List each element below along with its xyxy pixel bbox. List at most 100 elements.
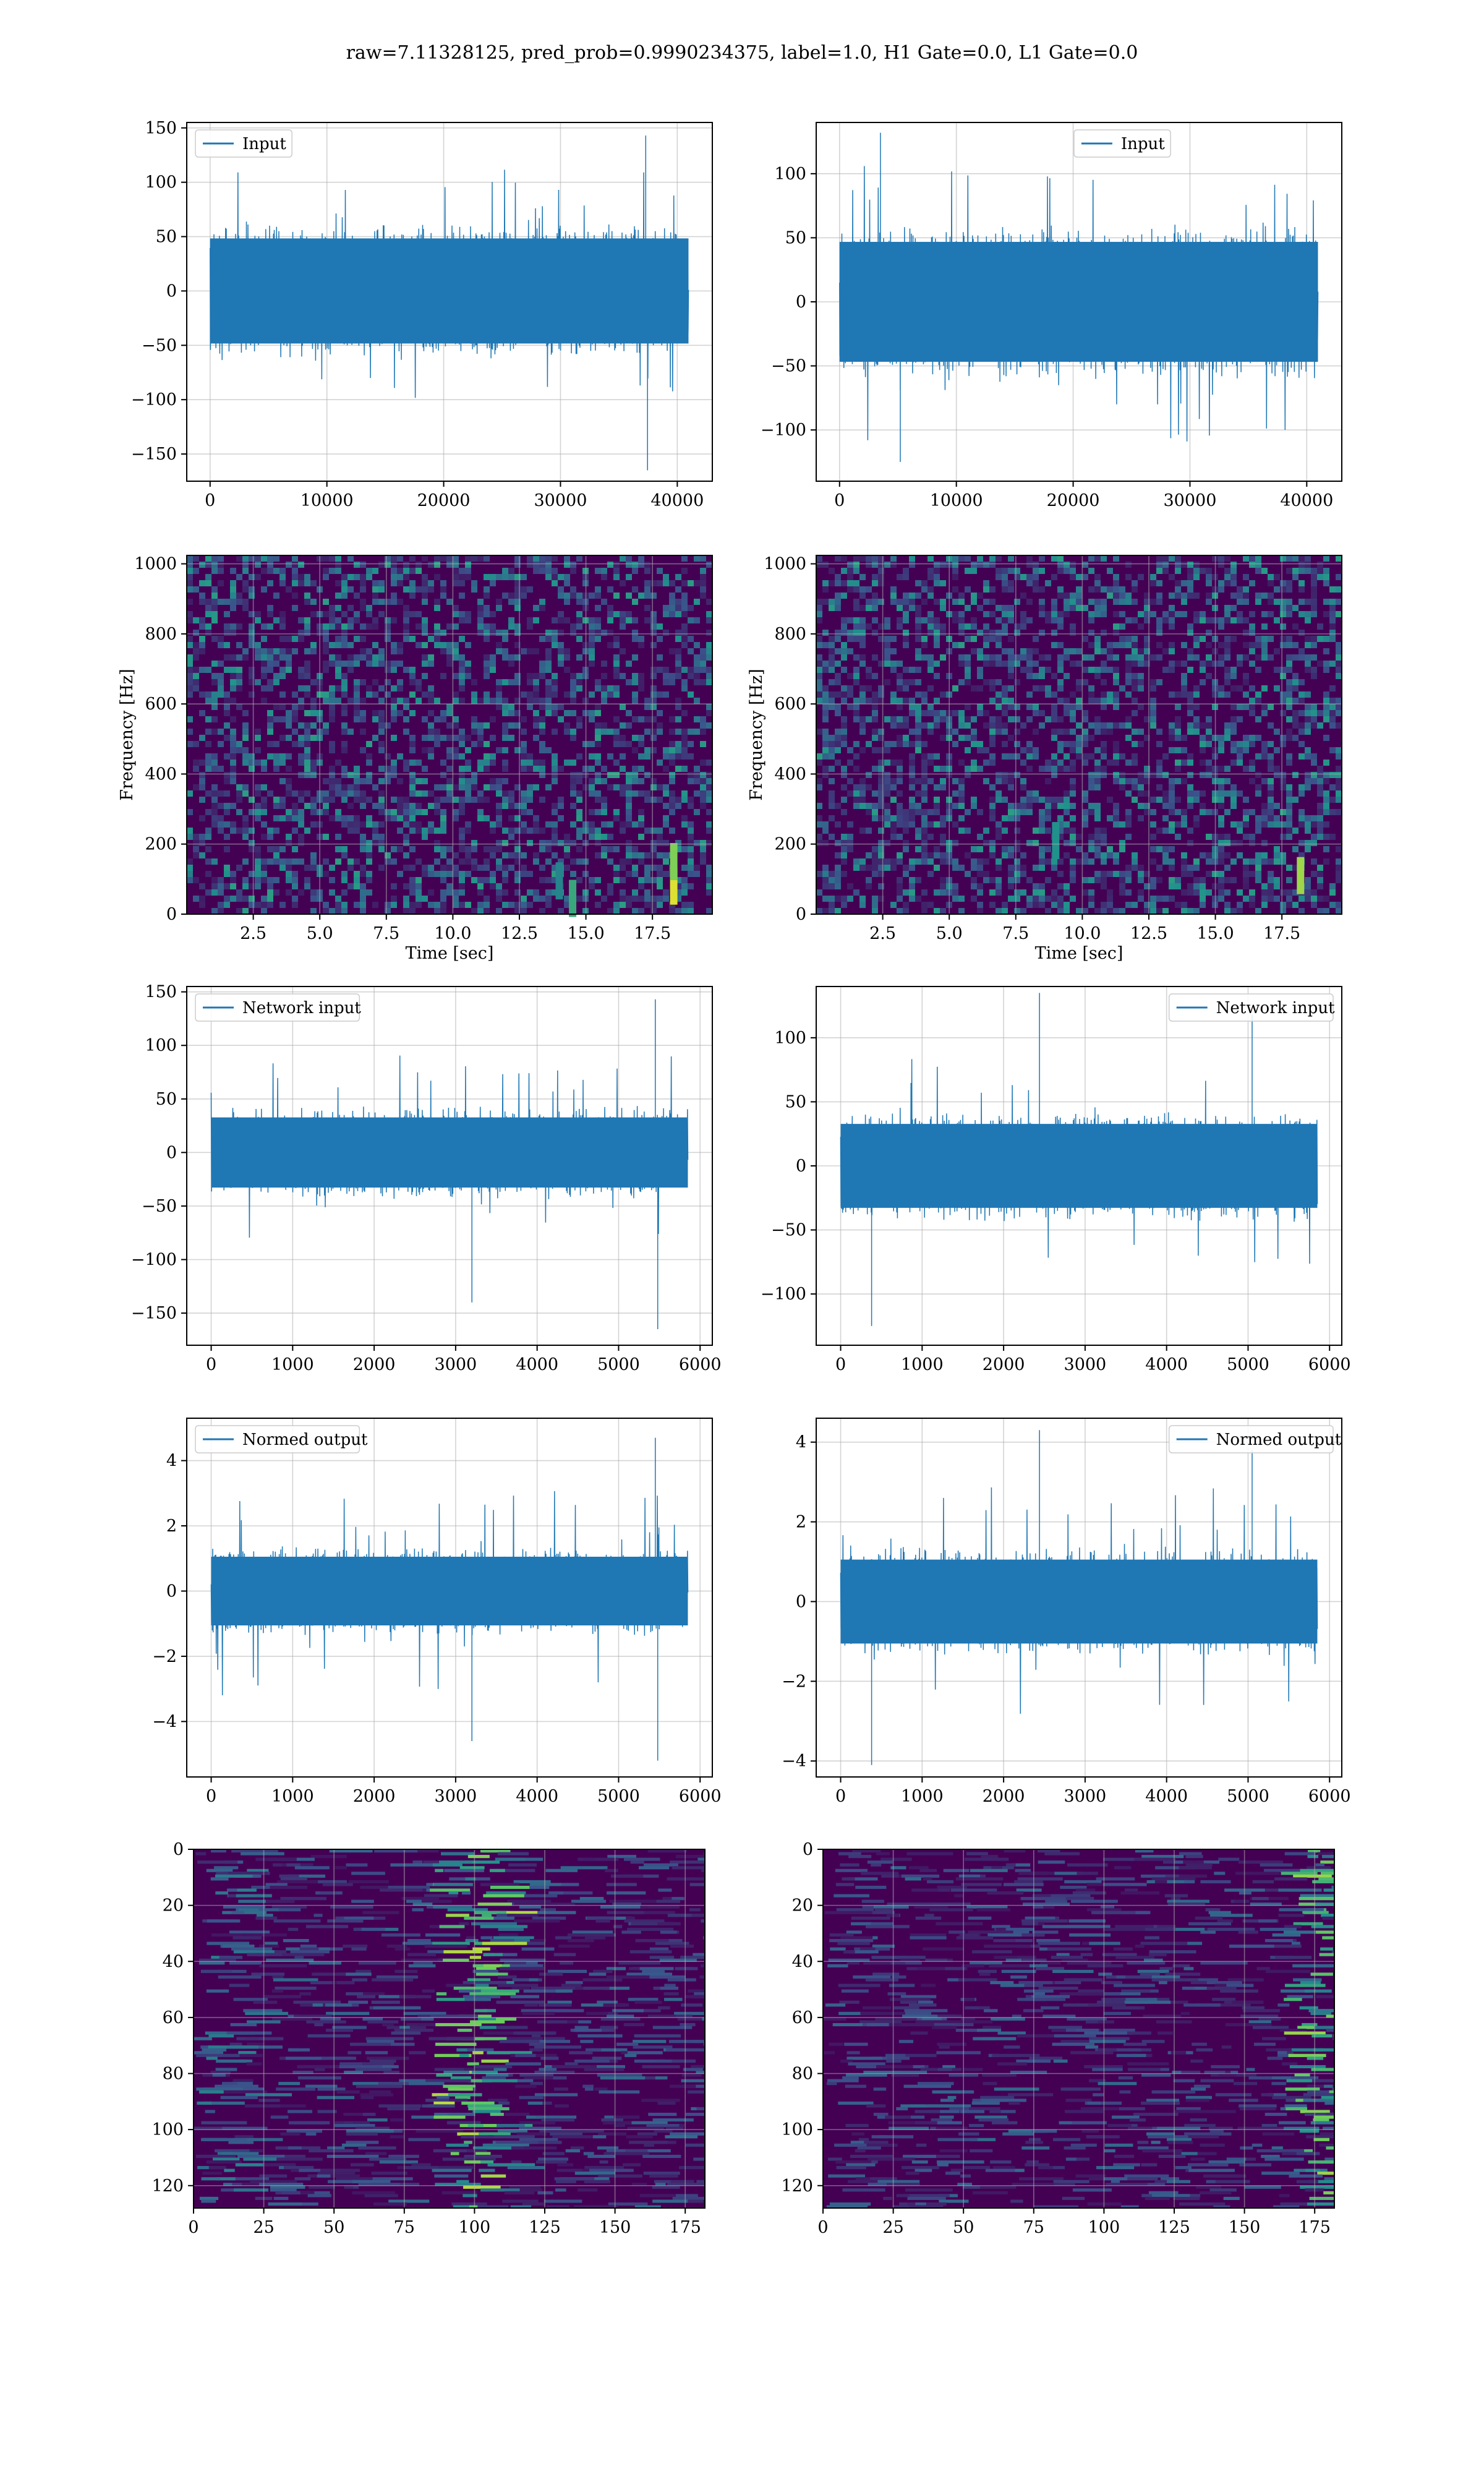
y-tick-label: 2 — [796, 1513, 806, 1532]
x-tick-label: 150 — [1229, 2218, 1261, 2237]
y-tick-label: 100 — [151, 2120, 184, 2139]
plot-frame — [186, 986, 713, 1346]
x-tick-label: 10.0 — [1064, 924, 1101, 943]
x-tick-label: 17.5 — [1263, 924, 1300, 943]
legend-box — [195, 1425, 360, 1453]
y-tick-label: −2 — [152, 1647, 177, 1666]
y-tick-label: 60 — [163, 2008, 184, 2027]
y-tick-label: 120 — [151, 2177, 184, 2196]
y-tick-label: 100 — [781, 2120, 813, 2139]
x-tick-label: 0 — [206, 1787, 216, 1806]
heatmap-cells — [194, 1849, 705, 2209]
y-tick-label: −100 — [761, 421, 806, 440]
x-axis-label: Time [sec] — [406, 944, 494, 963]
chart-row2-right: 2.5 5.0 7.5 10.0 12.5 15.0 17.5 0 200 400 600 800 10… — [747, 555, 1342, 963]
y-tick-label: 2 — [166, 1517, 177, 1536]
y-tick-label: −150 — [131, 445, 177, 464]
x-tick-label: 10000 — [301, 491, 354, 510]
y-tick-label: 50 — [156, 228, 177, 247]
x-tick-label: 3000 — [435, 1787, 477, 1806]
plot-frame — [186, 555, 713, 915]
chart-row3-right: 0 1000 2000 3000 4000 5000 6000 −100 −50 0 50 100 Ne… — [761, 986, 1351, 1374]
x-tick-label: 1000 — [901, 1355, 944, 1374]
plot-frame — [186, 1418, 713, 1778]
legend-entry: Normed output — [242, 1431, 368, 1449]
x-tick-label: 125 — [529, 2218, 561, 2237]
plot-frame — [816, 1418, 1342, 1778]
x-tick-label: 150 — [599, 2218, 631, 2237]
y-tick-label: 20 — [792, 1896, 813, 1915]
y-tick-label: −50 — [142, 1197, 177, 1216]
x-tick-label: 6000 — [679, 1355, 722, 1374]
legend-box — [195, 129, 292, 158]
y-tick-label: 1000 — [764, 555, 806, 574]
x-tick-label: 15.0 — [1197, 924, 1234, 943]
series-core-band — [839, 242, 1318, 362]
plot-frame — [186, 122, 713, 482]
x-tick-label: 40000 — [650, 491, 704, 510]
y-tick-label: 600 — [774, 695, 806, 714]
y-tick-label: 0 — [166, 1143, 177, 1162]
x-tick-label: 0 — [834, 491, 845, 510]
x-tick-label: 7.5 — [373, 924, 399, 943]
y-axis-label: Frequency [Hz] — [747, 669, 766, 800]
y-tick-label: 200 — [774, 835, 806, 854]
x-tick-label: 175 — [669, 2218, 701, 2237]
x-tick-label: 75 — [1023, 2218, 1044, 2237]
x-tick-label: 30000 — [534, 491, 587, 510]
series-core-band — [211, 1117, 688, 1188]
x-tick-label: 6000 — [1308, 1787, 1351, 1806]
y-tick-label: 800 — [774, 625, 806, 644]
y-tick-label: 200 — [145, 835, 177, 854]
x-tick-label: 2000 — [353, 1355, 396, 1374]
y-tick-label: 0 — [796, 1592, 806, 1611]
chart-row3-left: 0 1000 2000 3000 4000 5000 6000 −150 −100 −50 0 50 1… — [131, 983, 722, 1374]
x-tick-label: 5.0 — [307, 924, 333, 943]
x-tick-label: 1000 — [271, 1787, 314, 1806]
x-tick-label: 3000 — [1064, 1787, 1107, 1806]
x-tick-label: 4000 — [516, 1355, 558, 1374]
x-tick-label: 100 — [1088, 2218, 1120, 2237]
chart-row5-right: 0 25 50 75 100 125 150 175 0 20 40 60 80 100 120 — [781, 1840, 1335, 2237]
x-tick-label: 4000 — [1145, 1787, 1188, 1806]
plot-frame — [822, 1849, 1335, 2209]
plot-frame — [816, 555, 1342, 915]
x-tick-label: 5000 — [1227, 1787, 1269, 1806]
heatmap-hotspot — [555, 862, 563, 900]
legend-box — [195, 993, 360, 1022]
x-tick-label: 2000 — [983, 1355, 1025, 1374]
y-tick-label: −4 — [152, 1712, 177, 1731]
x-tick-label: 17.5 — [634, 924, 671, 943]
y-tick-label: −50 — [771, 357, 806, 376]
plot-frame — [816, 122, 1342, 482]
series-core-band — [211, 1556, 688, 1625]
x-tick-label: 15.0 — [568, 924, 605, 943]
x-tick-label: 1000 — [271, 1355, 314, 1374]
legend-box — [1073, 129, 1171, 158]
y-tick-label: 50 — [785, 1092, 806, 1111]
chart-row5-left: 0 25 50 75 100 125 150 175 0 20 40 60 80 100 120 — [151, 1840, 706, 2237]
x-tick-label: 175 — [1298, 2218, 1331, 2237]
x-tick-label: 1000 — [901, 1787, 944, 1806]
y-tick-label: 150 — [145, 983, 177, 1002]
x-tick-label: 12.5 — [1130, 924, 1167, 943]
x-tick-label: 10000 — [930, 491, 983, 510]
x-tick-label: 50 — [953, 2218, 974, 2237]
y-tick-label: 0 — [803, 1840, 813, 1859]
x-tick-label: 4000 — [516, 1787, 558, 1806]
legend-entry: Input — [1121, 135, 1165, 153]
series-core-band — [210, 238, 689, 344]
y-tick-label: 0 — [796, 1157, 806, 1176]
chart-row2-left: 2.5 5.0 7.5 10.0 12.5 15.0 17.5 0 200 400 600 800 10… — [117, 555, 713, 963]
y-tick-label: 80 — [792, 2065, 813, 2084]
y-tick-label: −2 — [782, 1672, 806, 1691]
y-tick-label: 100 — [145, 1036, 177, 1055]
y-tick-label: 0 — [173, 1840, 184, 1859]
x-tick-label: 3000 — [1064, 1355, 1107, 1374]
y-tick-label: 600 — [145, 695, 177, 714]
y-tick-label: 0 — [796, 293, 806, 312]
y-tick-label: 40 — [163, 1952, 184, 1971]
x-tick-label: 4000 — [1145, 1355, 1188, 1374]
legend-box — [1168, 1425, 1334, 1453]
